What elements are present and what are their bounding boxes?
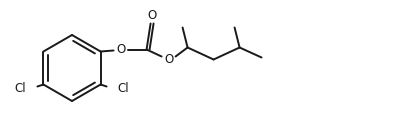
- Text: Cl: Cl: [117, 82, 129, 95]
- Text: Cl: Cl: [15, 82, 26, 95]
- Text: O: O: [164, 53, 173, 66]
- Text: O: O: [116, 43, 125, 56]
- Text: O: O: [147, 9, 156, 22]
